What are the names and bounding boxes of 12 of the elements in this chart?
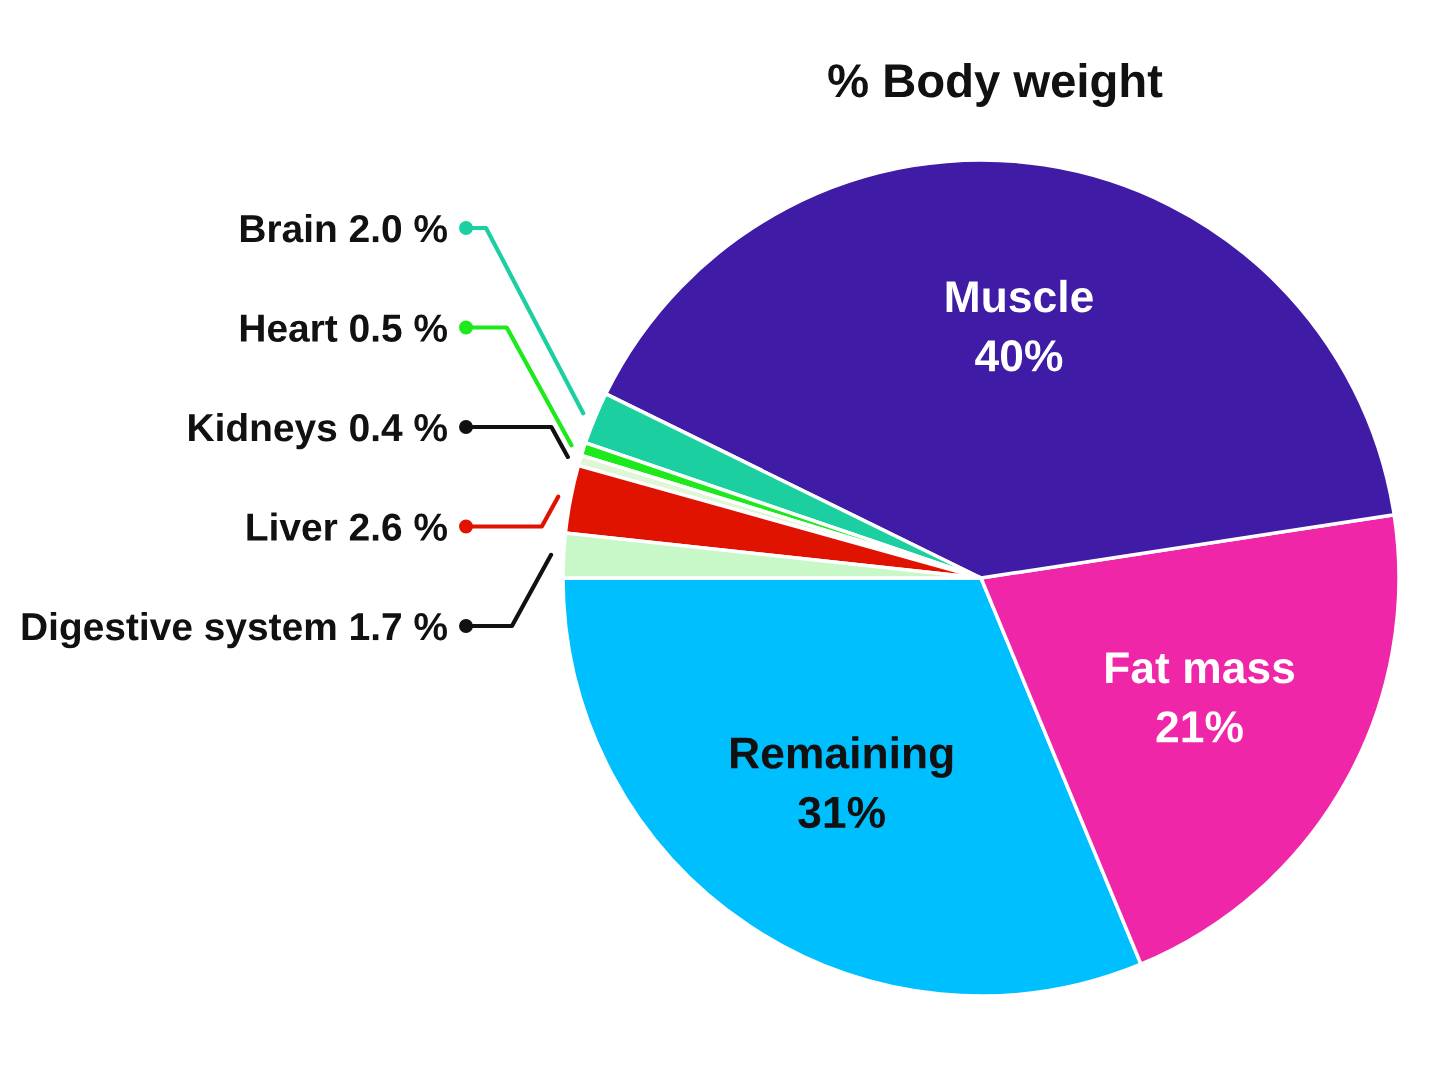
- legend-label: Brain 2.0 %: [240, 213, 447, 243]
- data-label: 21%: [1156, 711, 1243, 743]
- slice-label: Remaining: [731, 736, 953, 778]
- slice-label: Fat mass: [1106, 652, 1295, 684]
- legend-label: Heart 0.5 %: [240, 314, 447, 342]
- data-label: 40%: [975, 340, 1063, 372]
- slice-label: Digestive system 1.7 %: [22, 611, 447, 649]
- legend-label: Liver 2.6 %: [247, 512, 447, 541]
- data-label: 31%: [798, 796, 885, 829]
- slice-label: Kidneys 0.4 %: [189, 412, 447, 450]
- slice-label: Muscle: [946, 279, 1093, 313]
- chart-title: % Body weight: [828, 62, 1163, 108]
